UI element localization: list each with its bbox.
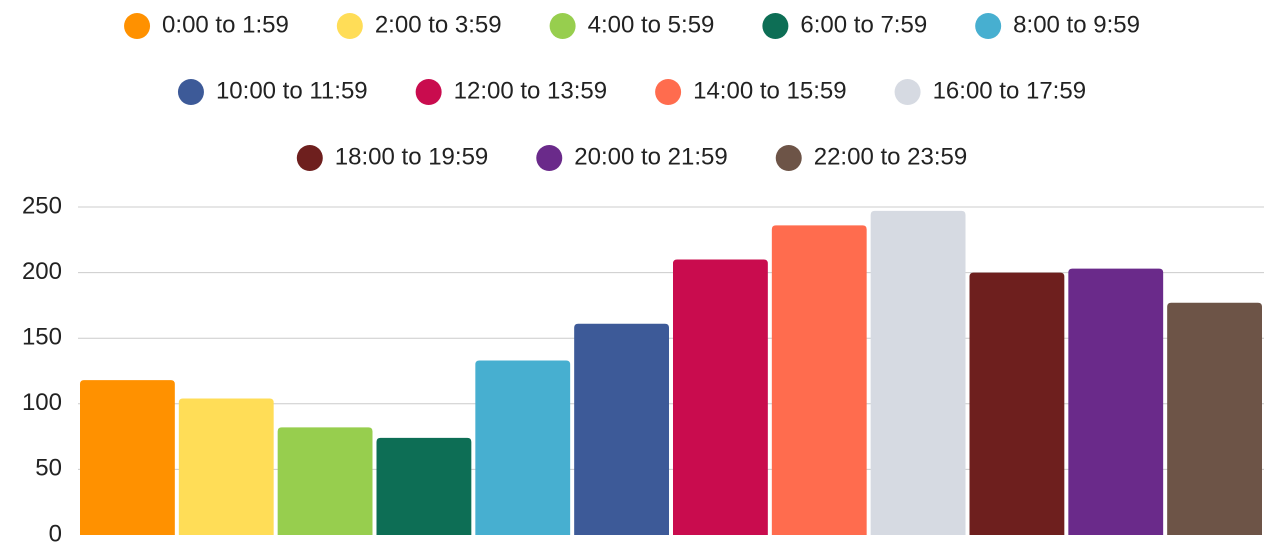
legend-label: 14:00 to 15:59 [693,77,846,104]
legend-swatch [894,79,921,105]
legend-label: 20:00 to 21:59 [574,143,727,170]
y-axis: 0 50 100 150 200 250 [22,192,62,547]
bar [376,437,472,535]
legend-label: 18:00 to 19:59 [335,143,488,170]
legend-item: 16:00 to 17:59 [894,77,1086,105]
legend-swatch [762,13,789,39]
y-tick-label: 150 [22,324,62,351]
y-tick-label: 200 [22,258,62,285]
bar [870,210,966,535]
bar [475,360,571,535]
legend-swatch [536,145,563,171]
y-tick-label: 250 [22,192,62,219]
legend-item: 14:00 to 15:59 [655,77,847,105]
bar [969,272,1065,535]
legend-item: 22:00 to 23:59 [775,143,967,171]
legend-item: 10:00 to 11:59 [177,77,368,105]
legend-label: 8:00 to 9:59 [1013,11,1140,38]
legend-swatch [415,79,442,105]
legend: 0:00 to 1:59 2:00 to 3:59 4:00 to 5:59 6:00… [124,11,1140,171]
legend-item: 2:00 to 3:59 [336,11,502,39]
legend-item: 12:00 to 13:59 [415,77,607,105]
legend-item: 8:00 to 9:59 [975,11,1140,39]
bar [1167,302,1262,535]
legend-label: 4:00 to 5:59 [588,11,715,38]
legend-swatch [124,13,151,39]
legend-label: 6:00 to 7:59 [800,11,927,38]
y-tick-label: 50 [35,455,62,482]
legend-label: 22:00 to 23:59 [814,143,967,170]
legend-swatch [177,79,204,105]
legend-label: 16:00 to 17:59 [933,77,1086,104]
legend-swatch [336,13,363,39]
bar [673,259,768,535]
legend-swatch [975,13,1002,39]
legend-item: 20:00 to 21:59 [536,143,728,171]
bar [178,398,274,535]
legend-swatch [549,13,576,39]
legend-label: 10:00 to 11:59 [216,77,368,104]
legend-swatch [655,79,682,105]
legend-label: 2:00 to 3:59 [375,11,502,38]
bars [80,210,1262,536]
legend-swatch [775,145,802,171]
bar [80,380,175,535]
legend-swatch [296,145,323,171]
legend-label: 12:00 to 13:59 [454,77,607,104]
legend-item: 6:00 to 7:59 [762,11,927,39]
grid [78,206,1264,470]
bar [1068,268,1164,535]
bar [277,427,373,535]
legend-item: 0:00 to 1:59 [124,11,289,39]
legend-item: 4:00 to 5:59 [549,11,715,39]
y-tick-label: 100 [22,389,62,416]
bar [574,323,669,535]
legend-label: 0:00 to 1:59 [162,11,289,38]
legend-item: 18:00 to 19:59 [296,143,488,171]
y-tick-label: 0 [49,520,62,542]
bar [771,225,867,536]
